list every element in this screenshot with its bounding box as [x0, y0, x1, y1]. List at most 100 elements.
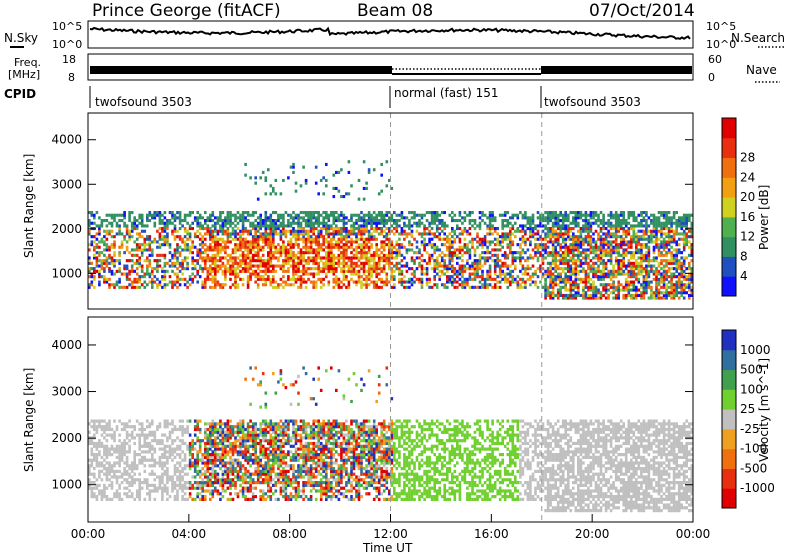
data-cell [622, 285, 625, 289]
data-cell [667, 285, 671, 289]
data-cell [367, 261, 371, 265]
data-cell [133, 224, 136, 228]
data-cell [410, 243, 414, 247]
data-cell [360, 261, 363, 265]
data-cell [309, 267, 313, 271]
data-cell [188, 275, 192, 279]
data-cell [294, 264, 298, 268]
data-cell [178, 237, 182, 241]
data-cell [98, 275, 101, 279]
data-cell [536, 275, 540, 279]
data-cell [156, 425, 159, 429]
data-cell [635, 277, 638, 281]
data-cell [118, 259, 121, 263]
data-cell [191, 259, 194, 263]
data-cell [143, 464, 147, 468]
data-cell [410, 267, 414, 271]
data-cell [103, 464, 106, 468]
data-cell [259, 259, 262, 263]
data-cell [466, 267, 469, 271]
data-cell [186, 285, 189, 289]
data-cell [133, 216, 136, 220]
data-cell [680, 288, 683, 292]
data-cell [577, 285, 580, 289]
data-cell [647, 224, 651, 228]
data-cell [425, 277, 429, 281]
data-cell [675, 221, 678, 225]
data-cell [451, 245, 454, 249]
data-cell [670, 277, 673, 281]
data-cell [660, 277, 663, 281]
data-cell [574, 272, 578, 276]
data-cell [244, 264, 247, 268]
data-cell [304, 181, 308, 185]
data-cell [342, 248, 346, 252]
data-cell [289, 165, 293, 169]
data-cell [667, 267, 671, 271]
data-cell [95, 256, 99, 260]
data-cell [251, 211, 255, 215]
data-cell [350, 251, 353, 255]
data-cell [90, 495, 94, 499]
data-cell [289, 277, 293, 281]
data-cell [269, 248, 273, 252]
data-cell [143, 237, 147, 241]
data-cell [148, 458, 152, 462]
data-cell [151, 489, 154, 493]
data-cell [309, 237, 313, 241]
data-cell [173, 216, 177, 220]
data-cell [609, 253, 613, 257]
data-cell [468, 227, 472, 231]
data-cell [554, 261, 557, 265]
data-cell [352, 261, 356, 265]
data-cell [88, 486, 91, 490]
data-cell [503, 253, 507, 257]
data-cell [430, 219, 434, 223]
data-cell [156, 486, 159, 490]
data-cell [347, 264, 351, 268]
data-cell [632, 211, 636, 215]
data-cell [90, 492, 94, 496]
data-cell [322, 243, 325, 247]
data-cell [667, 243, 671, 247]
data-cell [592, 237, 595, 241]
data-cell [365, 219, 368, 223]
data-cell [113, 240, 116, 244]
data-cell [93, 248, 96, 252]
data-cell [332, 216, 336, 220]
data-cell [385, 272, 389, 276]
data-cell [677, 280, 681, 284]
data-cell [337, 229, 341, 233]
data-cell [680, 256, 683, 260]
data-cell [519, 224, 522, 228]
data-cell [433, 221, 436, 225]
data-cell [642, 219, 646, 223]
data-cell [113, 469, 116, 473]
data-cell [617, 213, 620, 217]
data-cell [529, 219, 532, 223]
data-cell [317, 192, 320, 196]
data-cell [433, 232, 436, 236]
data-cell [655, 267, 658, 271]
data-cell [496, 237, 499, 241]
data-cell [188, 248, 192, 252]
data-cell [314, 261, 318, 265]
data-cell [667, 275, 671, 279]
data-cell [183, 213, 187, 217]
data-cell [589, 288, 593, 292]
data-cell [526, 267, 530, 271]
data-cell [370, 243, 373, 247]
data-cell [597, 224, 600, 228]
data-cell [486, 224, 489, 228]
data-cell [256, 221, 260, 225]
data-cell [675, 229, 678, 233]
data-cell [577, 243, 580, 247]
data-cell [375, 285, 378, 289]
data-cell [682, 243, 686, 247]
data-cell [251, 227, 255, 231]
data-cell [682, 216, 686, 220]
data-cell [299, 221, 303, 225]
nsearch-tick-bottom: 10^0 [706, 38, 736, 51]
data-cell [488, 211, 492, 215]
